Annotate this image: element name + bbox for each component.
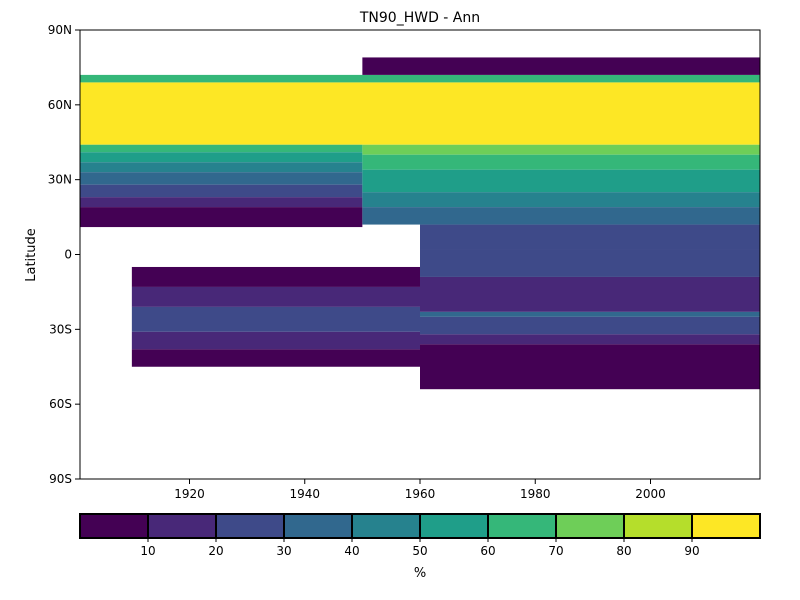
heatmap-cell-11 <box>362 154 760 170</box>
heatmap-cell-23 <box>131 286 421 307</box>
heatmap-cell-21 <box>420 344 760 390</box>
heatmap-cell-7 <box>80 184 363 198</box>
colorbar-segment-7 <box>555 513 625 539</box>
heatmap-cell-20 <box>420 334 760 345</box>
y-axis-label: Latitude <box>24 228 39 282</box>
colorbar-label: % <box>414 566 426 581</box>
heatmap-cell-12 <box>362 169 760 193</box>
heatmap-cell-8 <box>80 197 363 208</box>
colorbar-tick-label-6: 70 <box>548 544 563 558</box>
chart-title: TN90_HWD - Ann <box>359 10 480 26</box>
heatmap-cell-5 <box>80 162 363 173</box>
colorbar-segment-1 <box>147 513 217 539</box>
x-tick-label-4: 2000 <box>635 487 666 501</box>
heatmap-cell-3 <box>80 144 363 153</box>
x-axis: 1920 1940 1960 1980 2000 <box>174 479 666 501</box>
colorbar-segment-8 <box>623 513 693 539</box>
colorbar-segment-2 <box>215 513 285 539</box>
heatmap-cell-22 <box>131 266 421 287</box>
plot-area <box>79 29 761 480</box>
colorbar-tick-label-5: 60 <box>480 544 495 558</box>
heatmap-cell-15 <box>420 224 760 250</box>
y-tick-label-3: 0 <box>64 248 72 262</box>
heatmap-cells <box>80 57 760 390</box>
colorbar-segment-6 <box>487 513 557 539</box>
heatmap-cell-19 <box>420 316 760 335</box>
x-tick-label-1: 1940 <box>289 487 320 501</box>
x-tick-label-0: 1920 <box>174 487 205 501</box>
y-axis: 90N 60N 30N 0 30S 60S 90S <box>48 23 80 486</box>
colorbar-segment-5 <box>419 513 489 539</box>
y-tick-label-0: 90N <box>48 23 72 37</box>
heatmap-cell-6 <box>80 172 363 185</box>
y-tick-label-6: 90S <box>49 472 72 486</box>
colorbar-tick-label-7: 80 <box>616 544 631 558</box>
y-tick-label-2: 30N <box>48 173 72 187</box>
y-tick-label-4: 30S <box>49 322 72 336</box>
heatmap-cell-16 <box>420 249 760 277</box>
colorbar-tick-label-8: 90 <box>684 544 699 558</box>
colorbar-tick-label-1: 20 <box>208 544 223 558</box>
heatmap-cell-24 <box>131 306 421 332</box>
y-tick-label-5: 60S <box>49 397 72 411</box>
colorbar-segment-0 <box>79 513 149 539</box>
heatmap-cell-4 <box>80 152 363 163</box>
colorbar-tick-label-3: 40 <box>344 544 359 558</box>
colorbar: 10 20 30 40 50 60 70 80 90 <box>79 513 761 558</box>
colorbar-tick-label-0: 10 <box>140 544 155 558</box>
heatmap-cell-9 <box>80 207 363 228</box>
x-tick-label-2: 1960 <box>405 487 436 501</box>
heatmap-cell-2 <box>362 57 760 75</box>
heatmap-cell-0 <box>80 82 760 145</box>
colorbar-tick-label-4: 50 <box>412 544 427 558</box>
colorbar-segment-3 <box>283 513 353 539</box>
y-tick-label-1: 60N <box>48 98 72 112</box>
colorbar-tick-label-2: 30 <box>276 544 291 558</box>
colorbar-segment-4 <box>351 513 421 539</box>
heatmap-cell-13 <box>362 192 760 208</box>
x-tick-label-3: 1980 <box>520 487 551 501</box>
heatmap-cell-10 <box>362 144 760 155</box>
colorbar-segment-9 <box>691 513 761 539</box>
heatmap-cell-17 <box>420 276 760 312</box>
heatmap-cell-26 <box>131 349 421 367</box>
heatmap-cell-1 <box>80 74 760 83</box>
heatmap-cell-14 <box>362 207 760 225</box>
heatmap-cell-18 <box>420 311 760 317</box>
heatmap-cell-25 <box>131 331 421 350</box>
